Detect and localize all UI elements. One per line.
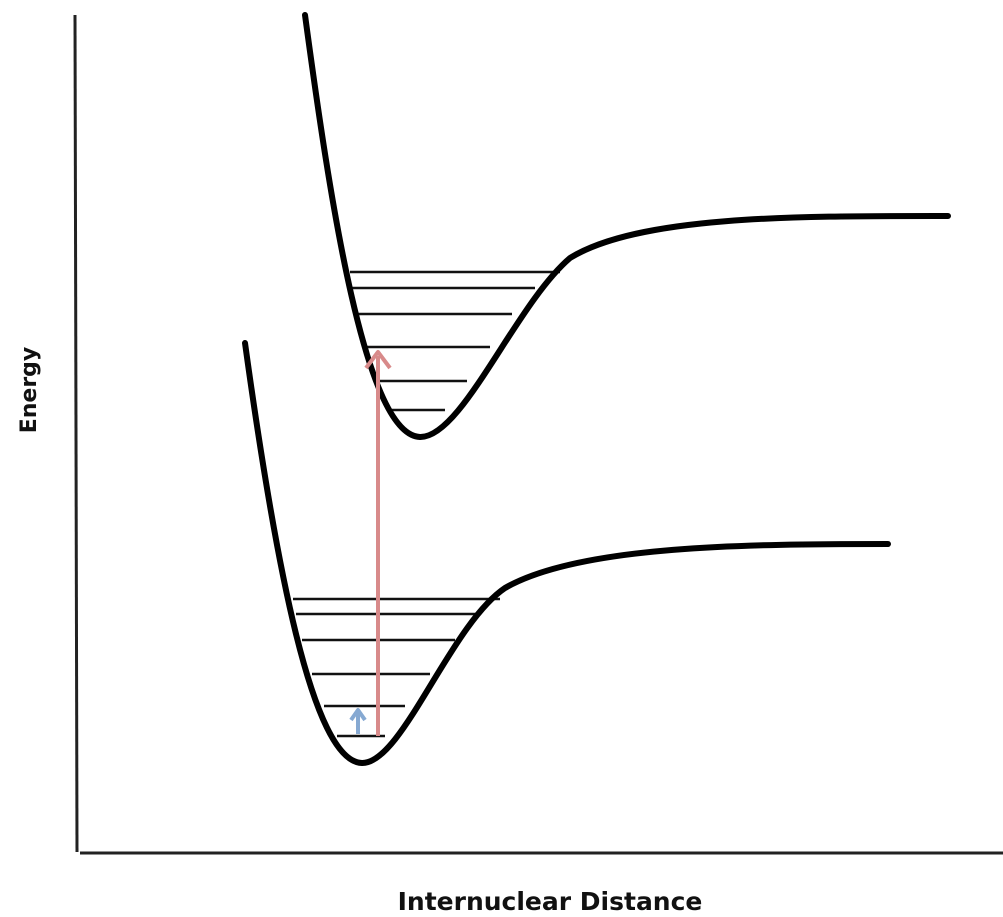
vibrational-transition-arrow [349,708,367,734]
upper-levels [350,270,560,412]
ground-state-curve [242,340,891,767]
y-axis-label: Energy [17,347,42,434]
x-axis-label: Internuclear Distance [398,887,703,916]
electronic-transition-arrow [364,350,392,736]
excited-state-curve [302,12,951,441]
y-axis [73,14,79,853]
